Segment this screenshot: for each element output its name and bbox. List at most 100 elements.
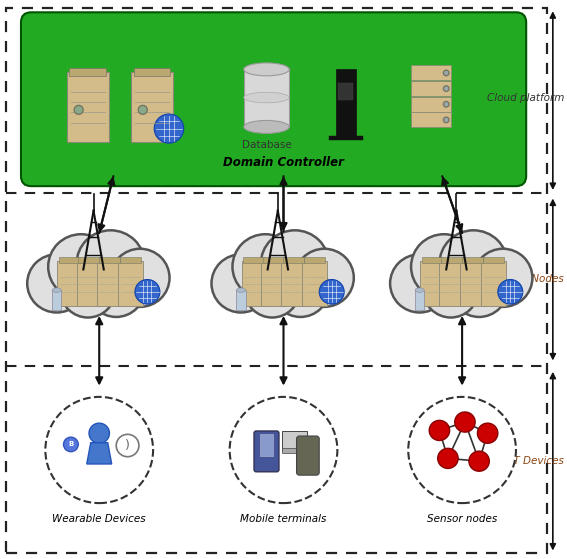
FancyBboxPatch shape xyxy=(67,72,109,141)
FancyBboxPatch shape xyxy=(21,12,526,186)
Ellipse shape xyxy=(52,288,61,292)
Text: Wearable Devices: Wearable Devices xyxy=(52,514,146,524)
Text: Fog Nodes: Fog Nodes xyxy=(509,274,564,285)
FancyBboxPatch shape xyxy=(69,68,107,76)
FancyBboxPatch shape xyxy=(282,431,307,450)
Circle shape xyxy=(443,70,449,76)
Circle shape xyxy=(443,102,449,107)
FancyBboxPatch shape xyxy=(297,436,319,475)
FancyBboxPatch shape xyxy=(420,260,445,306)
FancyBboxPatch shape xyxy=(304,257,325,263)
FancyBboxPatch shape xyxy=(336,69,356,138)
Circle shape xyxy=(111,249,170,307)
FancyBboxPatch shape xyxy=(130,72,174,141)
FancyBboxPatch shape xyxy=(260,434,273,456)
Text: Mobile terminals: Mobile terminals xyxy=(240,514,327,524)
Circle shape xyxy=(424,264,478,318)
FancyBboxPatch shape xyxy=(242,260,266,306)
FancyBboxPatch shape xyxy=(97,260,122,306)
FancyBboxPatch shape xyxy=(78,257,100,263)
FancyBboxPatch shape xyxy=(244,68,289,127)
FancyBboxPatch shape xyxy=(77,260,101,306)
Circle shape xyxy=(455,412,475,432)
Circle shape xyxy=(438,448,458,468)
Circle shape xyxy=(64,437,78,452)
FancyBboxPatch shape xyxy=(236,290,246,310)
Ellipse shape xyxy=(244,120,289,134)
Circle shape xyxy=(45,397,153,503)
FancyBboxPatch shape xyxy=(254,431,279,472)
FancyBboxPatch shape xyxy=(302,260,327,306)
FancyBboxPatch shape xyxy=(460,260,485,306)
Circle shape xyxy=(138,105,147,115)
Circle shape xyxy=(230,397,337,503)
Text: Domain Controller: Domain Controller xyxy=(223,157,344,169)
FancyBboxPatch shape xyxy=(422,257,443,263)
Circle shape xyxy=(319,280,344,304)
Circle shape xyxy=(469,451,489,471)
FancyBboxPatch shape xyxy=(441,257,463,263)
FancyBboxPatch shape xyxy=(120,257,141,263)
FancyBboxPatch shape xyxy=(329,136,363,140)
Circle shape xyxy=(411,234,477,299)
Text: ): ) xyxy=(125,439,130,452)
Circle shape xyxy=(154,114,184,143)
FancyBboxPatch shape xyxy=(411,81,451,96)
FancyBboxPatch shape xyxy=(411,97,451,112)
FancyBboxPatch shape xyxy=(439,260,464,306)
FancyBboxPatch shape xyxy=(483,257,504,263)
Circle shape xyxy=(232,234,298,299)
FancyBboxPatch shape xyxy=(411,65,451,80)
FancyBboxPatch shape xyxy=(52,290,61,310)
FancyBboxPatch shape xyxy=(462,257,483,263)
Circle shape xyxy=(77,230,145,297)
FancyBboxPatch shape xyxy=(281,260,306,306)
Circle shape xyxy=(27,254,86,312)
Text: Cloud platform: Cloud platform xyxy=(487,93,564,103)
FancyBboxPatch shape xyxy=(338,83,353,100)
Circle shape xyxy=(498,280,523,304)
Circle shape xyxy=(245,264,299,318)
Text: Sensor nodes: Sensor nodes xyxy=(427,514,497,524)
Polygon shape xyxy=(87,443,112,464)
FancyBboxPatch shape xyxy=(57,260,82,306)
Circle shape xyxy=(429,420,450,440)
Circle shape xyxy=(261,230,329,297)
FancyBboxPatch shape xyxy=(283,257,304,263)
Circle shape xyxy=(48,234,114,299)
Circle shape xyxy=(408,397,516,503)
FancyBboxPatch shape xyxy=(282,448,308,453)
FancyBboxPatch shape xyxy=(261,260,286,306)
FancyBboxPatch shape xyxy=(134,68,170,76)
FancyBboxPatch shape xyxy=(59,257,81,263)
FancyBboxPatch shape xyxy=(481,260,506,306)
Circle shape xyxy=(135,280,160,304)
Circle shape xyxy=(473,249,532,307)
Text: B: B xyxy=(68,442,74,447)
FancyBboxPatch shape xyxy=(411,112,451,127)
Text: Database: Database xyxy=(242,140,291,150)
FancyBboxPatch shape xyxy=(263,257,284,263)
Ellipse shape xyxy=(415,288,424,292)
FancyBboxPatch shape xyxy=(118,260,143,306)
Circle shape xyxy=(443,86,449,92)
Circle shape xyxy=(89,423,109,443)
Circle shape xyxy=(61,264,115,318)
Circle shape xyxy=(477,423,498,443)
Circle shape xyxy=(272,261,329,317)
Circle shape xyxy=(295,249,354,307)
FancyBboxPatch shape xyxy=(99,257,120,263)
Circle shape xyxy=(451,261,507,317)
Circle shape xyxy=(443,117,449,123)
Ellipse shape xyxy=(244,63,289,76)
FancyBboxPatch shape xyxy=(415,290,424,310)
Circle shape xyxy=(211,254,270,312)
Circle shape xyxy=(88,261,145,317)
Circle shape xyxy=(390,254,449,312)
Circle shape xyxy=(439,230,507,297)
Circle shape xyxy=(74,105,83,115)
FancyBboxPatch shape xyxy=(243,257,265,263)
Text: IoT Devices: IoT Devices xyxy=(504,456,564,466)
Ellipse shape xyxy=(236,288,246,292)
Ellipse shape xyxy=(244,92,289,103)
